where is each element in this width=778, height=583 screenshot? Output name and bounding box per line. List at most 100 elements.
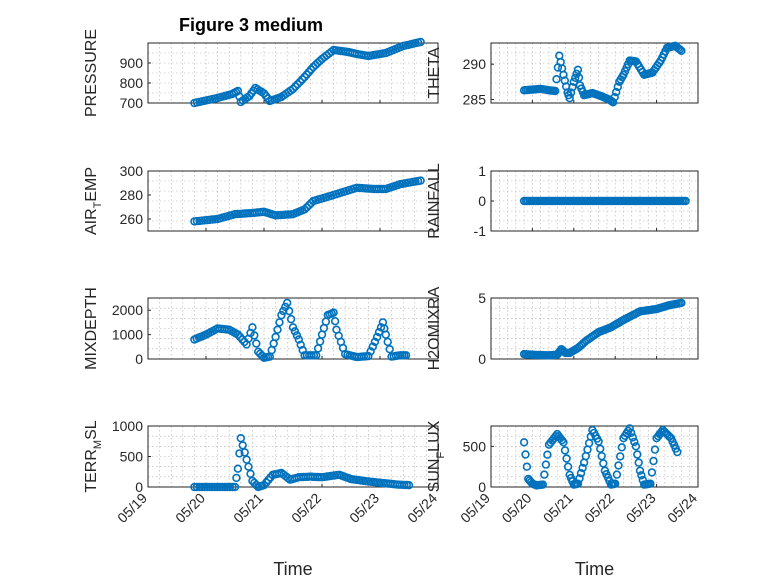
theta-data-point — [675, 45, 685, 54]
pressure-data-point — [416, 37, 425, 47]
mixdepth-data-point — [279, 306, 288, 316]
theta-data-point — [611, 87, 621, 97]
sun-flux-data-point — [673, 447, 682, 457]
air-temp-data-point — [304, 201, 314, 210]
sun-flux-data-point — [560, 446, 570, 455]
sun-flux-data-point — [610, 479, 620, 488]
theta-data-point — [574, 73, 584, 82]
sun-flux-xtick-label: 05/20 — [498, 490, 534, 526]
rainfall-data-point — [681, 196, 690, 206]
rainfall-ylabel: RAINFALL — [426, 163, 443, 239]
terr-msl-ytick-label: 0 — [135, 479, 143, 495]
mixdepth-data-point — [329, 308, 338, 317]
mixdepth-data-point — [298, 345, 307, 355]
air-temp-ylabel: AIRTEMP — [83, 167, 104, 235]
terr-msl-ylabel: TERRMSL — [83, 420, 104, 492]
theta-data-point — [608, 98, 618, 107]
sun-flux-data-point — [614, 461, 623, 470]
rainfall-ytick-label: 0 — [478, 193, 486, 209]
sun-flux-data-point — [543, 450, 552, 459]
theta-data-point — [573, 65, 583, 75]
terr-msl-xtick-label: 05/23 — [346, 490, 382, 526]
mixdepth-data-point — [283, 298, 292, 308]
sun-flux-data-point — [628, 433, 637, 442]
terr-msl-xtick-label: 05/20 — [172, 490, 208, 526]
sun-flux-data-point — [576, 469, 586, 478]
pressure-ytick-label: 800 — [120, 75, 144, 91]
sun-flux-data-point — [649, 456, 658, 466]
theta-data-point — [565, 93, 574, 103]
sun-flux-ytick-label: 0 — [478, 479, 486, 495]
rainfall-ytick-label: 1 — [478, 163, 486, 179]
sun-flux-data-point — [559, 438, 568, 447]
sun-flux-data-point — [630, 437, 639, 447]
sun-flux-data-point — [575, 474, 584, 483]
sun-flux-data-point — [540, 470, 549, 479]
theta-ytick-label: 290 — [463, 56, 487, 72]
air-temp-ytick-label: 260 — [120, 211, 144, 227]
theta-data-point — [569, 77, 578, 87]
h2omixra-ylabel: H2OMIXRA — [426, 286, 443, 370]
mixdepth-axes-frame — [147, 297, 439, 360]
sun-flux-data-point — [634, 458, 643, 467]
sun-flux-data-point — [519, 438, 529, 447]
theta-data-point — [570, 73, 580, 83]
sun-flux-data-point — [563, 462, 573, 471]
pressure-data-point — [298, 75, 307, 84]
terr-msl-data-point — [240, 448, 249, 457]
terr-msl-xtick-label: 05/22 — [288, 490, 324, 526]
sun-flux-data-point — [635, 466, 645, 475]
sun-flux-data-point — [646, 479, 655, 488]
terr-msl-data-point — [252, 480, 261, 490]
terr-msl-data-point — [233, 464, 243, 473]
mixdepth-data-point — [292, 331, 302, 340]
mixdepth-data-point — [273, 325, 282, 334]
terr-msl-ytick-label: 1000 — [112, 418, 143, 434]
terr-msl-xlabel: Time — [273, 559, 312, 579]
sun-flux-data-point — [617, 443, 626, 452]
sun-flux-xtick-label: 05/22 — [581, 490, 617, 526]
mixdepth-data-point — [370, 337, 380, 346]
mixdepth-data-point — [383, 337, 392, 347]
terr-msl-data-point — [230, 482, 240, 492]
sun-flux-axes-frame — [490, 425, 699, 488]
terr-msl-xtick-label: 05/21 — [230, 490, 266, 526]
pressure-data-point — [233, 86, 243, 96]
mixdepth-data-point — [275, 318, 284, 327]
terr-msl-data-point — [232, 473, 241, 483]
sun-flux-data-point — [650, 445, 660, 454]
pressure-ytick-label: 700 — [120, 95, 144, 111]
rainfall-ytick-label: -1 — [474, 223, 487, 239]
h2omixra-ytick-label: 5 — [478, 290, 486, 306]
mixdepth-ylabel: MIXDEPTH — [83, 287, 100, 370]
sun-flux-data-point — [633, 450, 642, 459]
terr-msl-ytick-label: 500 — [120, 449, 144, 465]
theta-ytick-label: 285 — [463, 91, 487, 107]
terr-msl-data-point — [192, 482, 202, 492]
terr-msl-data-point — [213, 482, 222, 492]
sun-flux-ylabel: SUNFLUX — [426, 420, 447, 492]
air-temp-ytick-label: 280 — [120, 187, 144, 203]
sun-flux-xtick-label: 05/24 — [664, 490, 700, 526]
air-temp-data-point — [302, 203, 311, 212]
air-temp-ytick-label: 300 — [120, 163, 144, 179]
mixdepth-ytick-label: 1000 — [112, 327, 143, 343]
pressure-ylabel: PRESSURE — [83, 29, 100, 117]
sun-flux-data-point — [626, 428, 636, 438]
mixdepth-data-point — [248, 323, 257, 332]
pressure-axes-frame — [147, 42, 439, 104]
mixdepth-data-point — [271, 332, 280, 342]
sun-flux-data-point — [615, 452, 625, 461]
mixdepth-data-point — [401, 351, 411, 360]
theta-data-point — [610, 92, 619, 102]
mixdepth-ytick-label: 0 — [135, 351, 143, 367]
theta-data-point — [677, 46, 686, 55]
terr-msl-data-point — [225, 482, 235, 492]
air-temp-data-point — [416, 176, 425, 185]
mixdepth-data-point — [250, 331, 259, 340]
sun-flux-xtick-label: 05/23 — [623, 490, 659, 526]
terr-msl-data-point — [228, 482, 237, 492]
sun-flux-data-point — [599, 459, 608, 468]
sun-flux-data-point — [578, 463, 587, 473]
sun-flux-data-point — [522, 462, 532, 471]
